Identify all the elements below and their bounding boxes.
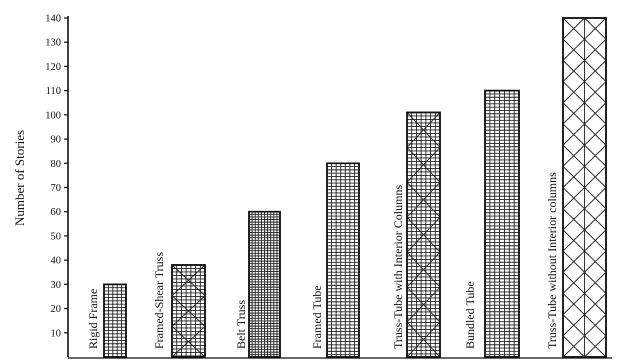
bar-pattern: [485, 90, 519, 357]
y-tick-label: 130: [45, 38, 61, 49]
bar-labels: Rigid Frame Framed-Shear Truss Belt Truss F…: [86, 172, 559, 349]
bar-label: Framed-Shear Truss: [152, 252, 166, 349]
bar: [326, 162, 360, 358]
y-tick-label: 120: [45, 62, 61, 73]
bar-pattern: [406, 112, 441, 358]
bar-pattern: [327, 163, 359, 357]
bar: [103, 283, 127, 358]
bar: [171, 264, 206, 358]
y-tick-label: 10: [51, 328, 62, 339]
y-tick-label: 60: [51, 207, 62, 218]
bar: [562, 17, 607, 358]
y-tick-label: 140: [45, 14, 61, 25]
y-tick-label: 100: [45, 110, 61, 121]
bar-label: Rigid Frame: [86, 289, 100, 349]
axes: 10 20 30 40 50 60 70 80 90 100 110 120 130 140: [45, 14, 612, 359]
bar-pattern: [171, 264, 206, 358]
y-tick-label: 110: [46, 86, 61, 97]
bar-label: Truss-Tube without Interior columns: [545, 172, 559, 349]
y-tick-label: 50: [51, 231, 62, 242]
bar-label: Belt Truss: [234, 300, 248, 349]
y-tick-label: 90: [51, 135, 62, 146]
bar: [484, 89, 520, 358]
y-tick-label: 20: [51, 304, 62, 315]
bar-label: Bundled Tube: [463, 281, 477, 349]
y-axis-label: Number of Stories: [12, 130, 27, 226]
y-tick-label: 80: [51, 159, 62, 170]
y-tick-label: 40: [51, 256, 62, 267]
bar: [248, 210, 281, 358]
bar-pattern: [104, 284, 126, 357]
bars: [103, 17, 607, 358]
bar-pattern: [249, 211, 280, 357]
bar-label: Truss-Tube with Interior Columns: [391, 185, 405, 349]
y-tick-label: 70: [51, 183, 62, 194]
y-tick-label: 30: [51, 280, 62, 291]
bar-pattern: [562, 17, 607, 358]
bar: [406, 111, 441, 358]
bar-label: Framed Tube: [310, 285, 324, 349]
